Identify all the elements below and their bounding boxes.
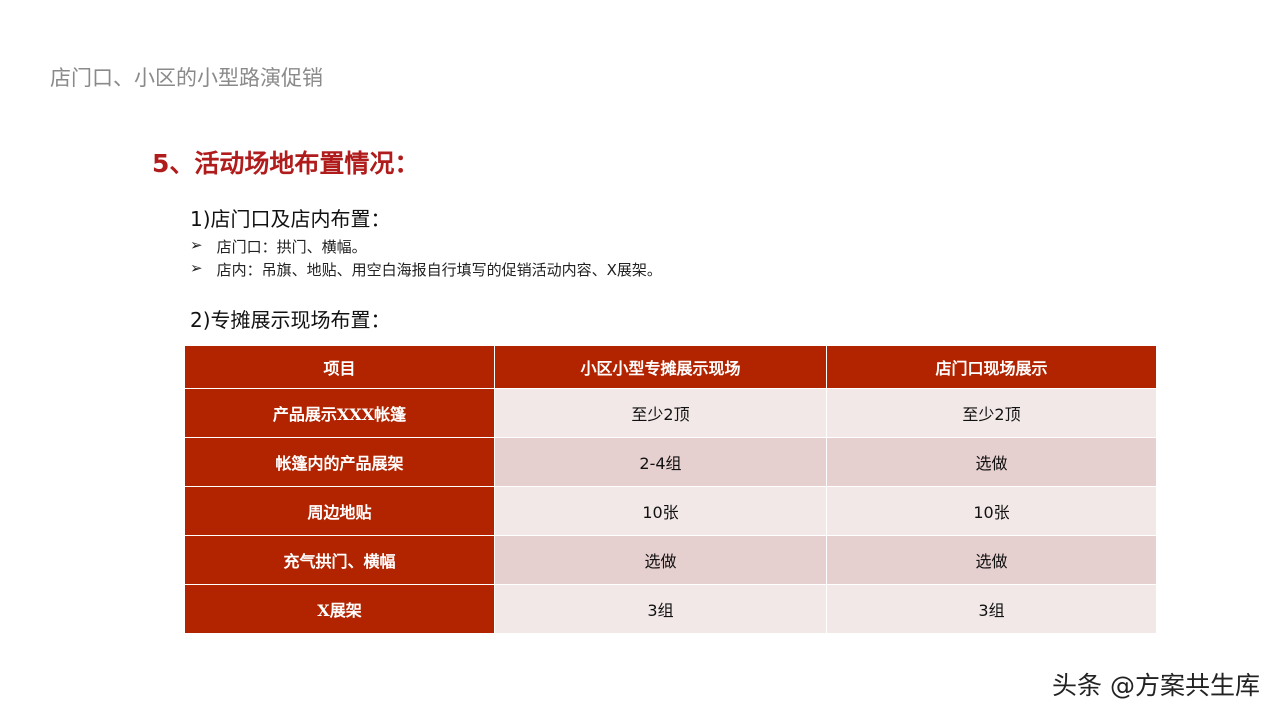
table-cell: 至少2顶 xyxy=(494,388,827,438)
bullet-item: ➢ 店门口：拱门、横幅。 xyxy=(190,236,367,256)
table-row: 周边地贴 10张 10张 xyxy=(184,486,1157,536)
table-header-row: 项目 小区小型专摊展示现场 店门口现场展示 xyxy=(184,345,1157,389)
table-header: 小区小型专摊展示现场 xyxy=(494,345,827,389)
row-label: 充气拱门、横幅 xyxy=(184,535,495,585)
table-row: X展架 3组 3组 xyxy=(184,584,1157,634)
table-cell: 3组 xyxy=(494,584,827,634)
table-cell: 3组 xyxy=(826,584,1157,634)
table-cell: 选做 xyxy=(826,535,1157,585)
table-cell: 选做 xyxy=(826,437,1157,487)
subsection-2-title: 2)专摊展示现场布置： xyxy=(190,308,391,332)
bullet-item: ➢ 店内：吊旗、地贴、用空白海报自行填写的促销活动内容、X展架。 xyxy=(190,259,662,279)
table-cell: 10张 xyxy=(826,486,1157,536)
table-cell: 10张 xyxy=(494,486,827,536)
watermark: 头条 @方案共生库 xyxy=(1052,671,1260,700)
row-label: 帐篷内的产品展架 xyxy=(184,437,495,487)
layout-table: 项目 小区小型专摊展示现场 店门口现场展示 产品展示XXX帐篷 至少2顶 至少2… xyxy=(184,345,1157,634)
table-cell: 选做 xyxy=(494,535,827,585)
row-label: 产品展示XXX帐篷 xyxy=(184,388,495,438)
row-label: X展架 xyxy=(184,584,495,634)
arrow-bullet-icon: ➢ xyxy=(190,236,203,254)
table-row: 产品展示XXX帐篷 至少2顶 至少2顶 xyxy=(184,388,1157,438)
table-header: 项目 xyxy=(184,345,495,389)
table-header: 店门口现场展示 xyxy=(826,345,1157,389)
table-row: 帐篷内的产品展架 2-4组 选做 xyxy=(184,437,1157,487)
arrow-bullet-icon: ➢ xyxy=(190,259,203,277)
subsection-1-title: 1)店门口及店内布置： xyxy=(190,207,391,231)
slide-top-title: 店门口、小区的小型路演促销 xyxy=(50,66,323,90)
table-cell: 至少2顶 xyxy=(826,388,1157,438)
table-cell: 2-4组 xyxy=(494,437,827,487)
section-heading: 5、活动场地布置情况： xyxy=(152,149,420,178)
table-row: 充气拱门、横幅 选做 选做 xyxy=(184,535,1157,585)
row-label: 周边地贴 xyxy=(184,486,495,536)
